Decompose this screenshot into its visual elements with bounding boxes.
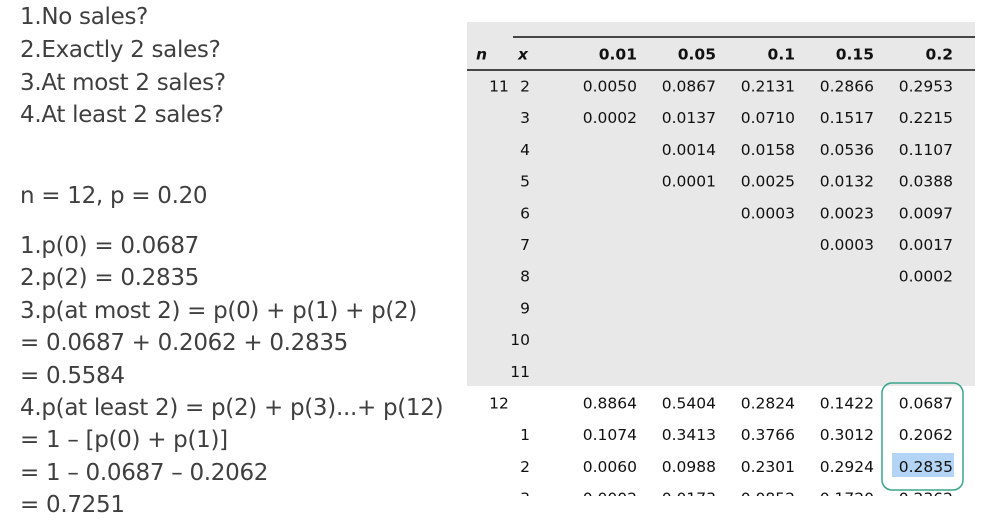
prob-cell: 0.0014 (662, 141, 716, 159)
x-cell: 3 (520, 109, 530, 127)
prob-cell: 0.2924 (820, 458, 874, 476)
text-line: = 1 – 0.0687 – 0.2062 (20, 459, 269, 486)
n-cell: 11 (489, 78, 509, 96)
text-line: 2.p(2) = 0.2835 (20, 265, 199, 292)
x-cell: 6 (520, 204, 530, 222)
prob-cell: 0.1422 (820, 395, 874, 413)
header-cell: n (476, 46, 487, 64)
x-cell: 9 (520, 299, 530, 317)
text-line: 2.Exactly 2 sales? (20, 37, 221, 63)
prob-cell: 0.0158 (741, 141, 795, 159)
prob-cell: 0.3766 (741, 426, 795, 444)
x-cell: 8 (520, 268, 530, 286)
prob-cell: 0.2866 (820, 78, 874, 96)
prob-cell: 0.8864 (583, 395, 637, 413)
prob-cell: 0.1720 (820, 490, 874, 508)
prob-cell: 0.2362 (899, 490, 953, 508)
prob-cell: 0.1517 (820, 109, 874, 127)
text-line: n = 12, p = 0.20 (20, 183, 208, 209)
x-cell: 5 (520, 173, 530, 191)
x-cell: 4 (520, 141, 530, 159)
text-line: = 0.5584 (20, 362, 125, 389)
prob-cell: 0.0025 (741, 173, 795, 191)
prob-cell: 0.3012 (820, 426, 874, 444)
header-cell: x (517, 46, 529, 64)
prob-cell: 0.2824 (741, 395, 795, 413)
text-line: = 0.7251 (20, 492, 125, 519)
text-line: 4.At least 2 sales? (20, 102, 224, 128)
prob-cell: 0.0867 (662, 78, 716, 96)
x-cell: 2 (520, 78, 530, 96)
prob-cell: 0.2062 (899, 426, 953, 444)
prob-cell: 0.0687 (899, 395, 953, 413)
text-line: 3.p(at most 2) = p(0) + p(1) + p(2) (20, 297, 418, 324)
prob-cell: 0.0988 (662, 458, 716, 476)
prob-cell: 0.1074 (583, 426, 637, 444)
text-line: 4.p(at least 2) = p(2) + p(3)...+ p(12) (20, 395, 444, 421)
prob-cell: 0.2215 (899, 109, 953, 127)
prob-cell: 0.0536 (820, 141, 874, 159)
text-line: 3.At most 2 sales? (20, 70, 226, 96)
text-line: = 0.0687 + 0.2062 + 0.2835 (20, 330, 349, 357)
prob-cell: 0.0137 (662, 109, 716, 127)
prob-cell: 0.0003 (820, 236, 874, 254)
header-cell: 0.1 (768, 46, 795, 64)
n-cell: 12 (489, 395, 509, 413)
prob-cell: 0.3413 (662, 426, 716, 444)
prob-cell: 0.0852 (741, 490, 795, 508)
prob-cell: 0.0003 (741, 204, 795, 222)
text-line: = 1 – [p(0) + p(1)] (20, 427, 228, 454)
selection-box (881, 382, 964, 491)
prob-cell: 0.0001 (662, 173, 716, 191)
prob-cell: 0.0002 (899, 268, 953, 286)
prob-cell: 0.2953 (899, 78, 953, 96)
prob-cell: 0.2301 (741, 458, 795, 476)
prob-cell: 0.0002 (583, 490, 637, 508)
prob-cell: 0.0023 (820, 204, 874, 222)
prob-cell: 0.0060 (583, 458, 637, 476)
text-line: 1.No sales? (20, 4, 149, 30)
x-cell: 2 (520, 458, 530, 476)
prob-cell: 0.0097 (899, 204, 953, 222)
x-cell: 3 (520, 490, 530, 508)
prob-cell: 0.0002 (583, 109, 637, 127)
prob-cell: 0.0710 (741, 109, 795, 127)
x-cell: 11 (510, 363, 530, 381)
header-cell: 0.15 (836, 46, 874, 64)
header-cell: 0.05 (678, 46, 716, 64)
prob-cell: 0.1107 (899, 141, 953, 159)
prob-cell: 0.5404 (662, 395, 716, 413)
table-body: n x 0.01 0.05 0.1 0.15 0.211 2 0.0050 0.0867 0.213… (467, 22, 975, 508)
highlight (892, 453, 954, 477)
text-line: 1.p(0) = 0.0687 (20, 233, 199, 259)
prob-cell: 0.2835 (899, 458, 953, 476)
prob-cell: 0.0173 (662, 490, 716, 508)
header-cell: 0.01 (599, 46, 637, 64)
header-cell: 0.2 (926, 46, 953, 64)
prob-cell: 0.0132 (820, 173, 874, 191)
prob-cell: 0.0050 (583, 78, 637, 96)
table-shade (467, 22, 975, 386)
prob-cell: 0.0388 (899, 173, 953, 191)
prob-cell: 0.0017 (899, 236, 953, 254)
x-cell: 10 (510, 331, 530, 349)
prob-cell: 0.2131 (741, 78, 795, 96)
x-cell: 1 (520, 426, 530, 444)
x-cell: 7 (520, 236, 530, 254)
